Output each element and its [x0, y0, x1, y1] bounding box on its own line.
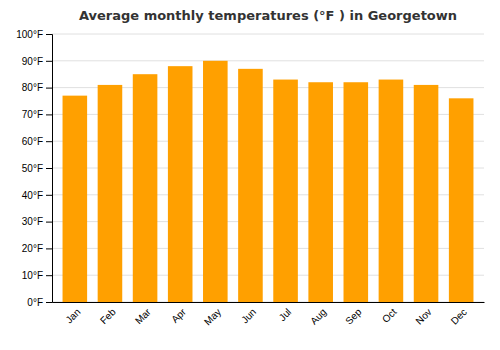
y-tick: 90°F	[22, 56, 52, 67]
x-axis-line	[53, 302, 485, 303]
bar	[379, 80, 404, 302]
x-tick: Mar	[133, 306, 153, 326]
y-tick: 10°F	[22, 270, 52, 281]
y-tick-label: 90°F	[22, 56, 43, 67]
x-tick: Dec	[449, 306, 469, 326]
y-tick-mark	[46, 195, 52, 196]
y-tick-label: 70°F	[22, 109, 43, 120]
x-tick: Jul	[277, 306, 294, 323]
bar	[133, 74, 158, 302]
y-tick-label: 60°F	[22, 136, 43, 147]
y-tick-label: 20°F	[22, 243, 43, 254]
x-tick-label: Jan	[63, 306, 82, 325]
y-tick-label: 40°F	[22, 190, 43, 201]
x-tick: Oct	[380, 306, 399, 325]
y-axis: 0°F 10°F 20°F 30°F 40°F 50°F 60°F 70°F 80°F 90°F 1…	[16, 29, 52, 308]
bar	[308, 82, 333, 302]
y-tick-mark	[46, 34, 52, 35]
y-axis-line	[46, 35, 53, 303]
x-tick-label: Dec	[449, 306, 469, 326]
y-tick-label: 10°F	[22, 270, 43, 281]
grid-line	[52, 60, 484, 61]
x-tick-label: Oct	[380, 306, 399, 325]
y-tick: 50°F	[22, 163, 52, 174]
y-tick-mark	[46, 88, 52, 89]
x-tick-label: Feb	[98, 306, 118, 326]
grid-line	[52, 34, 484, 35]
x-tick-label: Jul	[277, 306, 294, 323]
bar	[344, 82, 369, 302]
y-tick: 60°F	[22, 136, 52, 147]
x-tick: Aug	[308, 306, 328, 326]
y-tick-mark	[46, 275, 52, 276]
x-tick: Apr	[169, 306, 188, 325]
x-tick-label: Aug	[308, 306, 328, 326]
y-tick: 80°F	[22, 82, 52, 93]
title: Average monthly temperatures (°F ) in Ge…	[79, 8, 457, 23]
x-tick-label: Sep	[343, 306, 364, 327]
x-tick-label: Mar	[133, 306, 153, 326]
plot: 0°F 10°F 20°F 30°F 40°F 50°F 60°F 70°F 80°F 90°F 1…	[16, 29, 484, 328]
y-tick: 20°F	[22, 243, 52, 254]
x-tick: Sep	[343, 306, 364, 327]
x-tick: May	[202, 306, 223, 327]
bar	[449, 98, 474, 302]
y-tick: 100°F	[16, 29, 52, 40]
y-tick-mark	[46, 302, 52, 303]
bar	[414, 85, 439, 302]
x-tick-label: Apr	[169, 306, 188, 325]
y-tick-mark	[46, 248, 52, 249]
bar	[238, 69, 263, 302]
y-tick-label: 30°F	[22, 216, 43, 227]
x-tick: Jan	[63, 306, 82, 325]
x-tick: Jun	[239, 306, 258, 325]
bar	[168, 66, 193, 302]
bars	[63, 61, 474, 302]
y-tick-mark	[46, 168, 52, 169]
x-tick: Feb	[98, 306, 118, 326]
bar	[273, 80, 298, 302]
bar	[203, 61, 228, 302]
y-tick-mark	[46, 141, 52, 142]
y-tick-label: 100°F	[16, 29, 43, 40]
bar	[63, 96, 88, 302]
y-tick-label: 50°F	[22, 163, 43, 174]
y-tick-mark	[46, 61, 52, 62]
y-tick: 40°F	[22, 190, 52, 201]
x-tick-label: May	[202, 306, 223, 327]
y-tick-label: 80°F	[22, 82, 43, 93]
y-tick-mark	[46, 222, 52, 223]
x-tick-label: Jun	[239, 306, 258, 325]
y-tick-label: 0°F	[27, 297, 43, 308]
x-axis: Jan Feb Mar Apr May Jun Jul Aug Sep Oct Nov Dec	[53, 303, 485, 328]
y-tick: 30°F	[22, 216, 52, 227]
y-tick-mark	[46, 114, 52, 115]
y-tick: 0°F	[27, 297, 52, 308]
y-tick: 70°F	[22, 109, 52, 120]
x-tick: Nov	[413, 306, 433, 326]
chart: 0°F 10°F 20°F 30°F 40°F 50°F 60°F 70°F 80°F 90°F 1…	[0, 0, 500, 350]
bar	[98, 85, 123, 302]
x-tick-label: Nov	[413, 306, 433, 326]
grid	[52, 34, 484, 302]
